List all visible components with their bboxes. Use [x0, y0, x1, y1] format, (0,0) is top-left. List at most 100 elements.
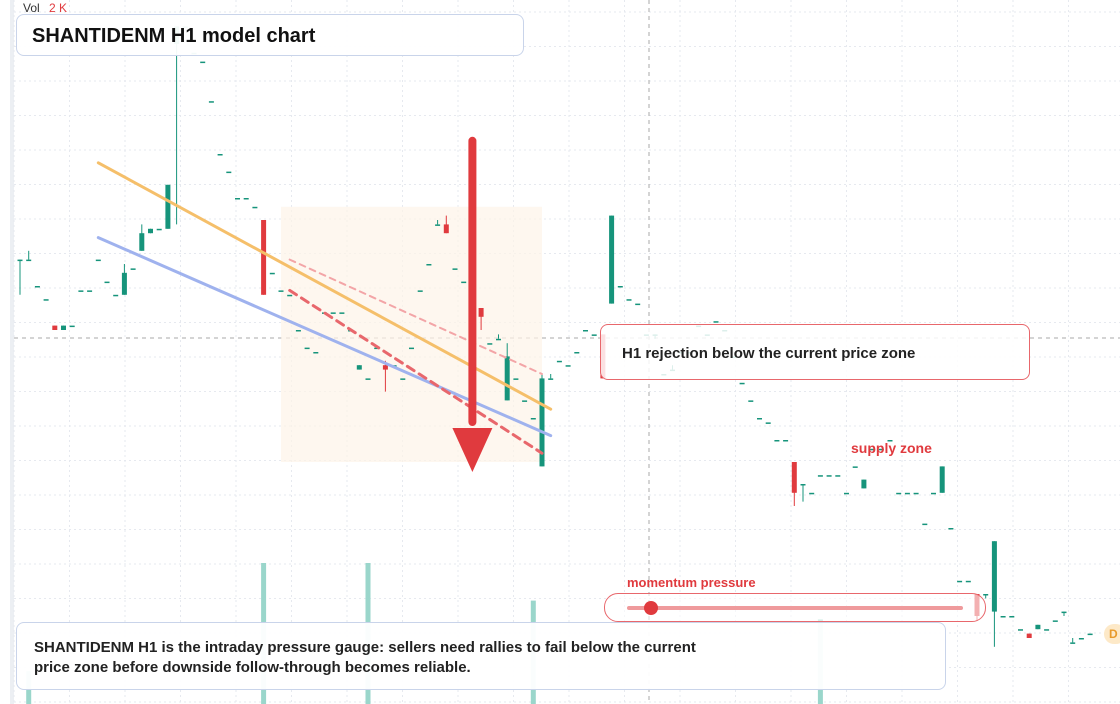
candle-body: [26, 259, 32, 262]
candle-body: [104, 281, 110, 284]
candle-body: [34, 286, 40, 288]
candle-body: [365, 378, 371, 380]
candle-body: [1070, 642, 1076, 644]
candle-body: [269, 272, 275, 275]
candle-body: [765, 422, 771, 424]
candle-body: [17, 259, 23, 262]
candle-body: [165, 184, 171, 229]
candle-body: [556, 360, 562, 363]
volume-value: 2 K: [49, 1, 68, 15]
candle-body: [939, 466, 945, 493]
candle-body: [1052, 620, 1058, 622]
candle-body: [443, 224, 449, 234]
volume-label: Vol: [23, 1, 40, 15]
candle-body: [844, 492, 849, 495]
candle-body: [487, 343, 493, 345]
candle-body: [1044, 629, 1050, 631]
candle-body: [235, 198, 240, 200]
candle-body: [817, 475, 823, 477]
candle-body: [435, 224, 441, 226]
candle-body: [78, 290, 84, 292]
candle-body: [1061, 611, 1067, 614]
candle-body: [330, 312, 336, 314]
candle-body: [426, 264, 432, 266]
candle-body: [208, 101, 214, 103]
candle-body: [565, 365, 571, 367]
candle-body: [835, 475, 841, 477]
candle-body: [278, 290, 284, 292]
candle-body: [200, 61, 206, 64]
candle-body: [113, 294, 119, 297]
candle-body: [1018, 629, 1023, 631]
candle-body: [217, 154, 223, 156]
candle-body: [295, 330, 301, 332]
candle-body: [69, 325, 75, 328]
candle-body: [609, 215, 615, 304]
candle-body: [1026, 633, 1032, 638]
candle-body: [339, 312, 345, 314]
candle-body: [739, 382, 745, 385]
candle-body: [548, 378, 554, 380]
candle-body: [374, 347, 380, 350]
candle-body: [121, 272, 127, 295]
candle-body: [252, 206, 258, 209]
candle-body: [617, 286, 623, 288]
candle-body: [922, 523, 928, 526]
momentum-gauge-track: [627, 606, 963, 610]
candle-body: [382, 365, 388, 370]
arrow-head: [452, 428, 493, 472]
candle-body: [748, 400, 754, 402]
candle-body: [1009, 616, 1015, 618]
momentum-label: momentum pressure: [627, 575, 756, 590]
candle-body: [774, 440, 780, 442]
candle-body: [513, 378, 519, 380]
candle-body: [1035, 624, 1041, 630]
candle-body: [757, 418, 762, 420]
d-badge: D: [1104, 624, 1120, 644]
candle-body: [52, 325, 58, 330]
candle-body: [913, 492, 919, 495]
candle-body: [461, 281, 467, 284]
candle-body: [852, 466, 858, 468]
left-edge: [10, 0, 14, 704]
candle-body: [504, 356, 510, 401]
candle-body: [496, 338, 501, 341]
candle-body: [991, 541, 997, 612]
candle-body: [304, 347, 310, 350]
candle-body: [139, 233, 145, 251]
candle-body: [870, 448, 876, 451]
candle-body: [635, 303, 641, 306]
candle-body: [539, 378, 545, 467]
candle-body: [43, 299, 49, 301]
candle-body: [783, 440, 789, 442]
candle-body: [904, 492, 910, 495]
candle-body: [287, 294, 293, 297]
summary-callout: SHANTIDENM H1 is the intraday pressure g…: [16, 622, 946, 690]
candle-body: [530, 418, 536, 420]
candle-body: [130, 268, 136, 270]
candle-body: [417, 290, 423, 292]
candle-body: [226, 171, 232, 174]
candle-body: [95, 259, 101, 262]
supply-zone-label: supply zone: [851, 440, 932, 456]
candle-body: [522, 400, 528, 402]
candle-body: [791, 462, 797, 493]
candle-body: [887, 440, 893, 442]
candle-body: [878, 448, 884, 451]
candle-body: [574, 352, 580, 354]
candle-body: [478, 308, 484, 317]
candle-body: [713, 321, 719, 323]
candle-body: [1000, 616, 1006, 618]
momentum-gauge-knob[interactable]: [643, 601, 658, 615]
candle-body: [861, 479, 867, 489]
candle-body: [826, 475, 832, 477]
candle-body: [896, 492, 902, 495]
candle-body: [313, 352, 319, 354]
candle-body: [148, 228, 153, 234]
candle-body: [626, 299, 632, 301]
chart-title: SHANTIDENM H1 model chart: [32, 25, 316, 47]
candle-body: [809, 492, 815, 495]
candle-body: [156, 228, 162, 231]
candle-body: [1078, 638, 1084, 640]
summary-text: SHANTIDENM H1 is the intraday pressure g…: [34, 639, 696, 676]
